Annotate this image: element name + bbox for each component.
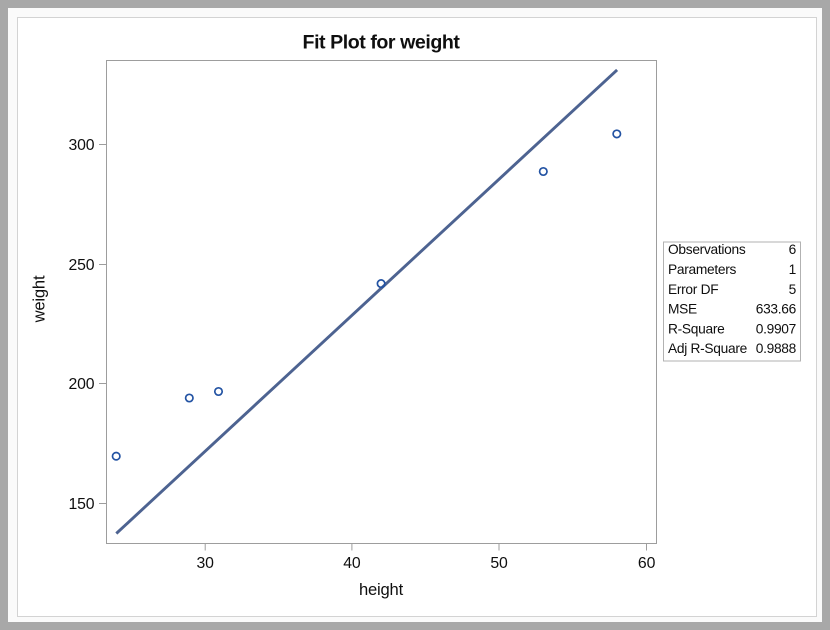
- svg-text:300: 300: [68, 137, 94, 154]
- svg-text:50: 50: [490, 555, 508, 572]
- svg-text:6: 6: [789, 242, 797, 257]
- svg-text:1: 1: [789, 262, 796, 277]
- svg-text:height: height: [359, 580, 404, 599]
- svg-text:0.9907: 0.9907: [756, 321, 796, 336]
- svg-text:60: 60: [638, 555, 656, 572]
- svg-text:Fit Plot for weight: Fit Plot for weight: [303, 32, 461, 54]
- svg-text:Adj R-Square: Adj R-Square: [668, 341, 748, 356]
- svg-text:MSE: MSE: [668, 302, 697, 317]
- svg-text:633.66: 633.66: [756, 302, 797, 317]
- svg-text:0.9888: 0.9888: [756, 341, 797, 356]
- svg-text:40: 40: [343, 555, 361, 572]
- svg-text:weight: weight: [30, 275, 49, 323]
- svg-text:Error DF: Error DF: [668, 282, 718, 297]
- svg-text:200: 200: [68, 376, 94, 393]
- svg-text:5: 5: [789, 282, 797, 297]
- svg-text:150: 150: [68, 496, 94, 513]
- svg-text:Observations: Observations: [668, 242, 746, 257]
- svg-text:250: 250: [68, 257, 94, 274]
- svg-text:30: 30: [197, 555, 215, 572]
- svg-text:Parameters: Parameters: [668, 262, 736, 277]
- svg-text:R-Square: R-Square: [668, 321, 725, 336]
